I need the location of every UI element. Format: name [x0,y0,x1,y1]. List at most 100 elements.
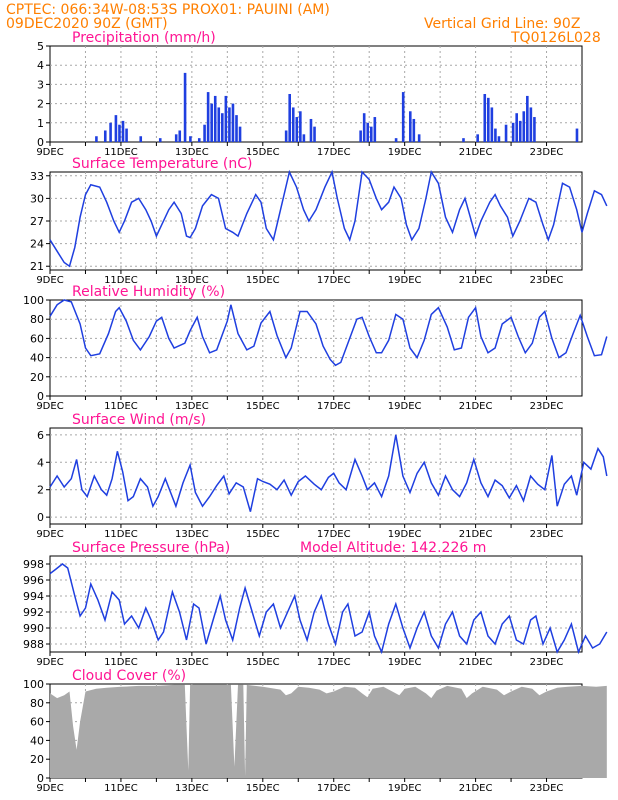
y-tick-label: 998 [23,558,44,571]
data-point [503,695,504,696]
data-point [573,333,574,334]
x-tick-label: 13DEC [175,401,209,412]
data-point [459,496,460,497]
data-point [314,484,315,485]
data-point [523,643,524,644]
data-point [569,186,570,187]
y-tick-label: 0 [37,390,44,403]
data-point [509,497,510,498]
data-point [252,611,253,612]
x-tick-label: 21DEC [459,147,493,158]
precip-bar [238,126,242,142]
precip-bar [221,113,224,142]
x-tick-label: 21DEC [459,401,493,412]
precip-bar [373,117,377,142]
cloud-area [50,684,607,778]
data-point [562,183,563,184]
precip-bar [497,136,501,142]
data-point [507,217,508,218]
y-tick-label: 80 [30,697,44,710]
data-point [346,489,347,490]
data-point [535,615,536,616]
data-point [447,326,448,327]
precip-bar [125,128,128,142]
precip-bar [401,92,405,142]
forecast-date: 09DEC2020 90Z (GMT) [6,16,168,32]
data-point [76,749,77,750]
x-tick-label: 19DEC [388,657,422,668]
x-tick-label: 13DEC [175,275,209,286]
data-point [64,486,65,487]
data-point [99,186,100,187]
data-point [156,685,157,686]
data-point [181,213,182,214]
data-point [287,611,288,612]
x-tick-label: 17DEC [317,147,351,158]
data-point [512,235,513,236]
data-point [495,480,496,481]
precip-bar [118,124,121,142]
data-point [528,198,529,199]
data-point [195,492,196,493]
x-tick-label: 23DEC [530,529,564,540]
y-tick-label: 0 [37,772,44,785]
data-point [590,469,591,470]
y-tick-label: 40 [30,734,44,747]
data-point [392,691,393,692]
data-point [223,475,224,476]
x-tick-label: 11DEC [104,529,138,540]
precip-bar [359,130,362,142]
data-point [64,262,65,263]
data-point [601,354,602,355]
x-tick-label: 23DEC [530,401,564,412]
data-point [216,485,217,486]
y-tick-label: 80 [30,313,44,326]
precip-bar [206,92,210,142]
data-point [250,511,251,512]
data-point [564,639,565,640]
data-point [163,631,164,632]
data-point [319,689,320,690]
data-point [480,482,481,483]
data-point [189,237,190,238]
data-point [557,506,558,507]
data-point [299,311,300,312]
data-point [369,336,370,337]
data-point [601,194,602,195]
data-point [195,228,196,229]
data-point [71,301,72,302]
data-point [399,695,400,696]
data-point [115,311,116,312]
data-point [354,635,355,636]
y-tick-label: 6 [37,429,44,442]
data-point [328,623,329,624]
data-point [150,220,151,221]
data-point [237,333,238,334]
data-point [197,317,198,318]
data-point [266,228,267,229]
plot-frame [49,427,583,525]
data-point [140,478,141,479]
panel-1: Precipitation (mm/h) 0 1 2 3 4 5 9DEC 11DEC 13DEC… [36,30,583,158]
data-point [354,459,355,460]
data-point [516,485,517,486]
precip-bar [490,107,494,142]
precip-bar [408,111,412,142]
data-point [299,619,300,620]
data-point [581,685,582,686]
data-point [580,315,581,316]
data-point [606,631,607,632]
data-point [557,651,558,652]
x-tick-label: 23DEC [530,275,564,286]
data-point [539,695,540,696]
data-point [113,220,114,221]
precip-bar [109,122,112,142]
data-point [542,643,543,644]
data-point [289,171,290,172]
data-point [459,635,460,636]
data-point [260,202,261,203]
data-point [244,587,245,588]
data-point [283,480,284,481]
data-point [583,462,584,463]
data-point [273,603,274,604]
